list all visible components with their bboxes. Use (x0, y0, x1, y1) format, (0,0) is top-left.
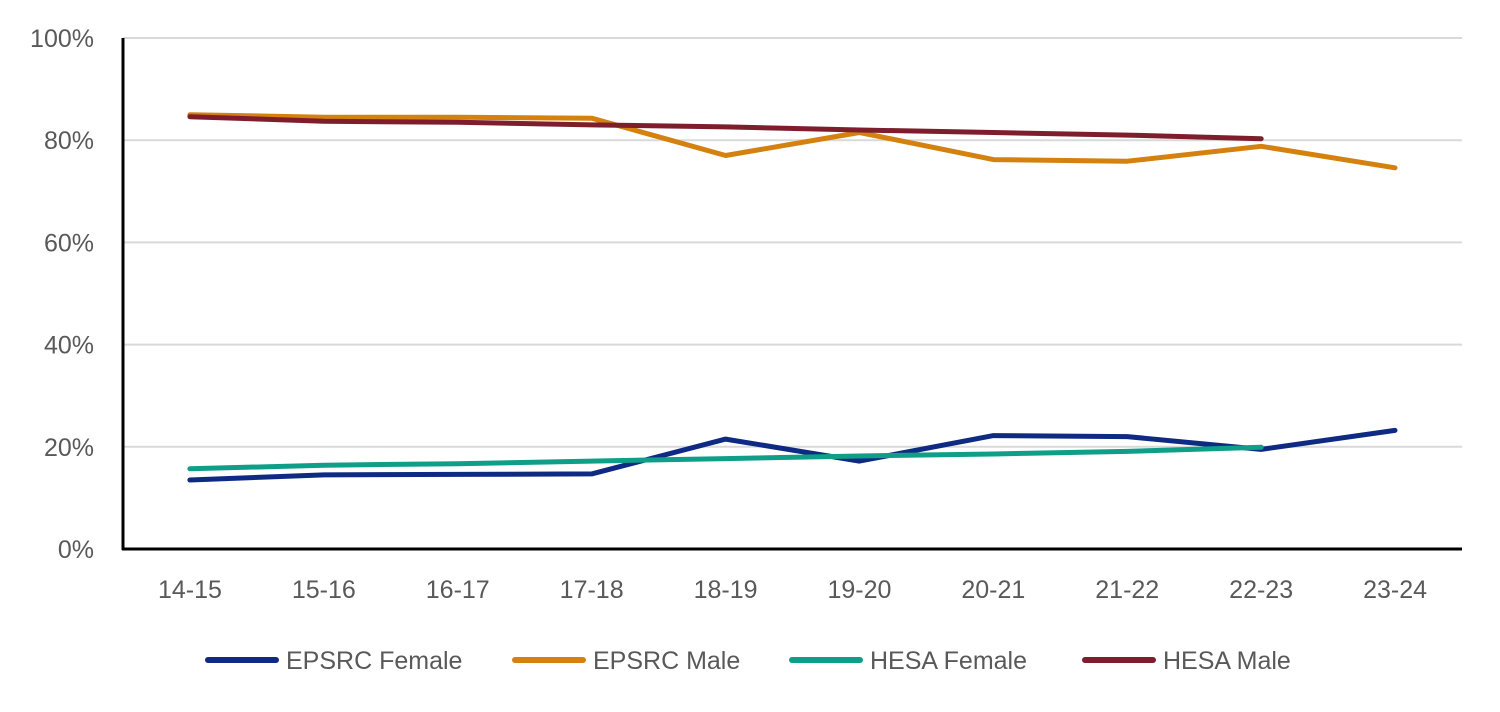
legend: EPSRC Female EPSRC Male HESA Female HESA Ma… (205, 647, 1291, 675)
legend-label: EPSRC Female (286, 647, 462, 675)
x-tick-labels: 14-15 15-16 16-17 17-18 18-19 19-20 20-21 21-22… (158, 576, 1427, 604)
series-line-hesa-male (187, 114, 1264, 142)
x-tick-label: 15-16 (292, 576, 356, 604)
y-tick-label: 20% (44, 434, 94, 462)
legend-label: EPSRC Male (593, 647, 740, 675)
x-tick-label: 21-22 (1095, 576, 1159, 604)
y-tick-label: 40% (44, 332, 94, 360)
gridlines (123, 37, 1462, 448)
y-tick-label: 60% (44, 229, 94, 257)
series-lines (187, 112, 1398, 483)
series-line-hesa-female (187, 444, 1264, 472)
y-tick-label: 80% (44, 127, 94, 155)
legend-label: HESA Female (870, 647, 1027, 675)
x-tick-label: 22-23 (1229, 576, 1293, 604)
series-line-epsrc-female (187, 427, 1398, 483)
y-tick-label: 100% (30, 25, 94, 53)
x-tick-label: 18-19 (694, 576, 758, 604)
legend-label: HESA Male (1163, 647, 1291, 675)
x-tick-label: 20-21 (961, 576, 1025, 604)
x-tick-label: 14-15 (158, 576, 222, 604)
y-tick-label: 0% (58, 536, 94, 564)
x-tick-label: 17-18 (560, 576, 624, 604)
x-tick-label: 19-20 (827, 576, 891, 604)
x-tick-label: 23-24 (1363, 576, 1427, 604)
axes (121, 38, 1462, 551)
x-tick-label: 16-17 (426, 576, 490, 604)
series-line-epsrc-male (187, 112, 1398, 171)
y-tick-labels: 0% 20% 40% 60% 80% 100% (30, 25, 94, 564)
